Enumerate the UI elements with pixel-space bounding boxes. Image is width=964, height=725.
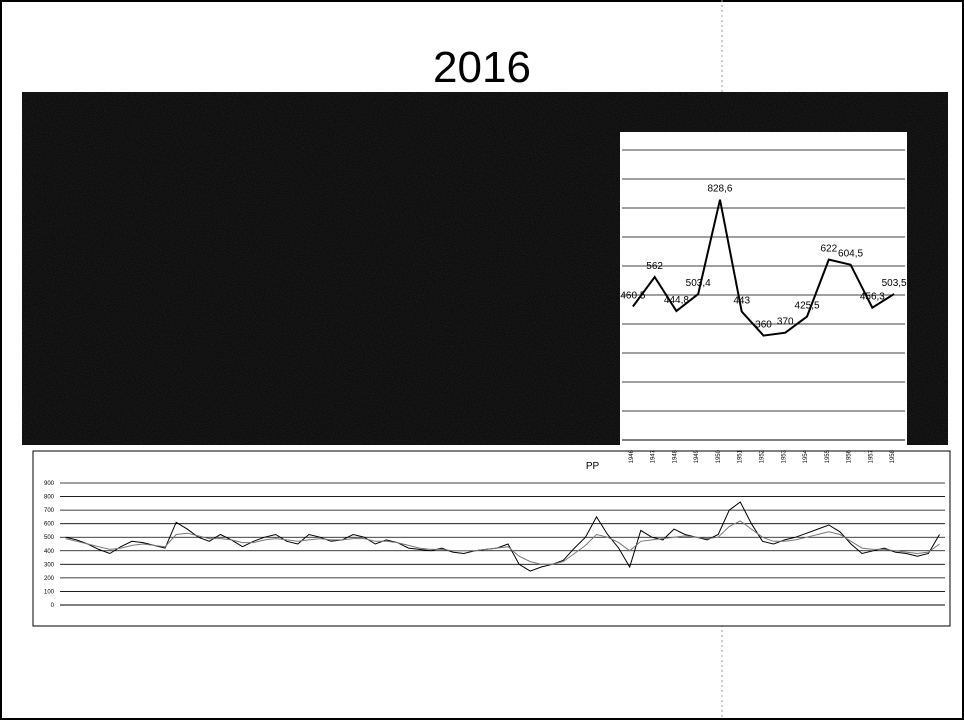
bottom-chart-frame [33, 451, 950, 626]
data-label: 828,6 [707, 184, 732, 195]
y-tick-label: 400 [44, 549, 55, 555]
data-label: 503,5 [882, 278, 907, 289]
data-label: 425,5 [795, 301, 820, 312]
x-tick-label: 1950 [716, 449, 722, 463]
y-tick-label: 500 [44, 535, 55, 541]
x-tick-label: 1951 [738, 449, 744, 463]
x-tick-label: 1946 [629, 449, 635, 463]
data-label: 443 [733, 296, 750, 307]
data-label: 562 [646, 261, 663, 272]
y-tick-label: 600 [44, 522, 55, 528]
x-tick-label: 1957 [868, 449, 874, 463]
x-tick-label: 1955 [825, 449, 831, 463]
data-label: 456,3 [860, 292, 885, 303]
y-tick-label: 700 [44, 508, 55, 514]
data-label: 370 [777, 317, 794, 328]
y-tick-label: 300 [44, 562, 55, 568]
page: {"title": "2016", "chart_data": [ {"type… [0, 0, 964, 720]
data-label: 622 [820, 244, 837, 255]
data-label: 444,8 [664, 295, 689, 306]
data-label: 360 [755, 320, 772, 331]
x-tick-label: 1952 [760, 449, 766, 463]
x-tick-label: 1954 [803, 449, 809, 463]
y-tick-label: 100 [44, 589, 55, 595]
x-tick-label: 1948 [672, 449, 678, 463]
chart-title: PP [586, 461, 600, 472]
y-tick-label: 200 [44, 576, 55, 582]
x-tick-label: 1947 [651, 449, 657, 463]
x-tick-label: 1956 [847, 449, 853, 463]
slide-title: 2016 [433, 43, 531, 92]
data-label: 604,5 [838, 249, 863, 260]
x-tick-label: 1949 [694, 449, 700, 463]
data-label: 460,5 [620, 290, 645, 301]
data-label: 503,4 [686, 278, 711, 289]
slide: 2016 460,5 562 444,8 503,4 828,6 443 360 370425… [0, 0, 964, 720]
y-tick-label: 900 [44, 481, 55, 487]
y-tick-label: 800 [44, 495, 55, 501]
x-tick-label: 1958 [890, 449, 896, 463]
x-tick-label: 1953 [781, 449, 787, 463]
